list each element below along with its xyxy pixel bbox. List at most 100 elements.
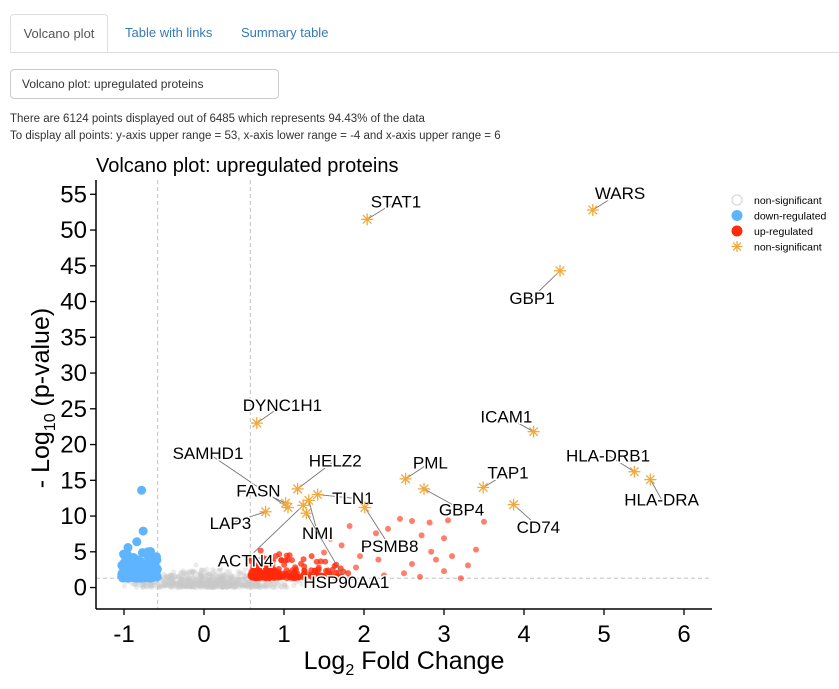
- labeled-point-hla-dra: HLA-DRA: [623, 473, 701, 511]
- nonsig-point: [209, 584, 216, 591]
- nonsig-point: [185, 575, 191, 582]
- nonsig-point: [220, 580, 226, 586]
- nonsig-point: [165, 576, 171, 582]
- nonsig-point: [181, 583, 187, 589]
- nonsig-point: [211, 582, 217, 589]
- asterisk-stroke: [283, 502, 293, 513]
- nonsig-point: [140, 582, 146, 588]
- label-connector: [592, 192, 621, 211]
- labeled-point-fasn: FASN: [235, 480, 292, 510]
- nonsig-point: [205, 581, 211, 587]
- nonsig-point: [214, 574, 221, 580]
- nonsig-point: [230, 576, 237, 583]
- nonsig-point: [204, 566, 210, 572]
- nonsig-point: [234, 578, 240, 584]
- nonsig-point: [143, 583, 149, 589]
- nonsig-point: [196, 583, 202, 589]
- nonsig-point: [165, 581, 171, 587]
- labeled-point-gbp1: GBP1: [508, 264, 566, 309]
- nonsig-point: [244, 584, 251, 590]
- tab-volcano-plot[interactable]: Volcano plot: [10, 14, 108, 52]
- y-tick-label: 0: [74, 575, 87, 602]
- nonsig-point: [220, 578, 226, 585]
- up-regulated-point: [409, 518, 415, 525]
- nonsig-point: [166, 583, 172, 589]
- nonsig-point: [219, 584, 225, 590]
- up-regulated-point: [417, 573, 423, 580]
- point-label: DYNC1H1: [243, 396, 322, 415]
- nonsig-point: [173, 581, 180, 587]
- nonsig-point: [273, 584, 279, 590]
- nonsig-point: [215, 576, 221, 582]
- y-tick-label: 40: [60, 289, 87, 316]
- nonsig-point: [188, 583, 194, 590]
- nonsig-point: [220, 580, 226, 587]
- nonsig-point: [262, 584, 268, 590]
- nonsig-point: [211, 575, 218, 581]
- labeled-point-hsp90aa1: HSP90AA1: [300, 507, 391, 593]
- nonsig-point: [200, 584, 206, 590]
- chart-title: Volcano plot: upregulated proteins: [96, 155, 398, 177]
- nonsig-point: [182, 581, 189, 587]
- nonsig-point: [228, 577, 235, 584]
- nonsig-point: [214, 573, 220, 579]
- nonsig-point: [221, 582, 227, 588]
- nonsig-point: [168, 582, 174, 588]
- nonsig-point: [176, 573, 182, 580]
- nonsig-point: [190, 577, 196, 583]
- x-tick-label: 0: [197, 621, 210, 648]
- nonsig-point: [179, 582, 185, 588]
- nonsig-point: [196, 581, 202, 587]
- nonsig-point: [209, 578, 215, 585]
- nonsig-point: [177, 580, 183, 586]
- nonsig-point: [161, 578, 167, 584]
- nonsig-point: [213, 583, 219, 589]
- nonsig-point: [162, 575, 168, 581]
- legend-label: non-significant: [754, 195, 822, 207]
- nonsig-point: [256, 583, 263, 589]
- nonsig-point: [148, 584, 154, 591]
- point-label: WARS: [595, 184, 645, 203]
- nonsig-point: [227, 583, 233, 589]
- point-label: HLA-DRA: [624, 491, 699, 510]
- nonsig-point: [231, 584, 238, 590]
- nonsig-point: [195, 582, 202, 588]
- up-regulated-point: [329, 566, 336, 573]
- point-label: HSP90AA1: [303, 573, 389, 592]
- down-regulated-point: [140, 561, 150, 571]
- nonsig-point: [210, 576, 217, 582]
- down-regulated-point: [145, 571, 155, 581]
- nonsig-point: [263, 584, 269, 590]
- nonsig-point: [162, 574, 168, 580]
- nonsig-point: [170, 581, 176, 587]
- nonsig-point: [188, 581, 195, 587]
- nonsig-point: [163, 573, 169, 579]
- nonsig-point: [225, 582, 231, 589]
- nonsig-point: [225, 579, 231, 585]
- tab-table-with-links[interactable]: Table with links: [125, 25, 213, 40]
- down-regulated-point: [123, 543, 133, 553]
- nonsig-point: [229, 581, 236, 587]
- nonsig-point: [181, 582, 187, 589]
- tab-summary-table[interactable]: Summary table: [241, 25, 329, 40]
- nonsig-point: [231, 583, 237, 589]
- plot-type-select[interactable]: Volcano plot: upregulated proteins: [10, 69, 279, 99]
- nonsig-point: [236, 574, 242, 580]
- nonsig-point: [189, 584, 195, 590]
- nonsig-point: [195, 582, 202, 589]
- nonsig-point: [225, 582, 231, 588]
- nonsig-point: [170, 580, 176, 586]
- nonsig-point: [176, 584, 182, 590]
- nonsig-point: [282, 582, 288, 589]
- nonsig-point: [241, 572, 247, 578]
- nonsig-point: [208, 584, 215, 590]
- nonsig-point: [222, 579, 228, 585]
- nonsig-point: [177, 578, 183, 584]
- y-tick-label: 25: [60, 396, 87, 423]
- nonsig-point: [199, 573, 206, 579]
- nonsig-point: [191, 582, 198, 588]
- nonsig-point: [219, 584, 226, 590]
- nonsig-point: [251, 584, 257, 590]
- nonsig-point: [252, 583, 259, 589]
- nonsig-point: [208, 583, 214, 590]
